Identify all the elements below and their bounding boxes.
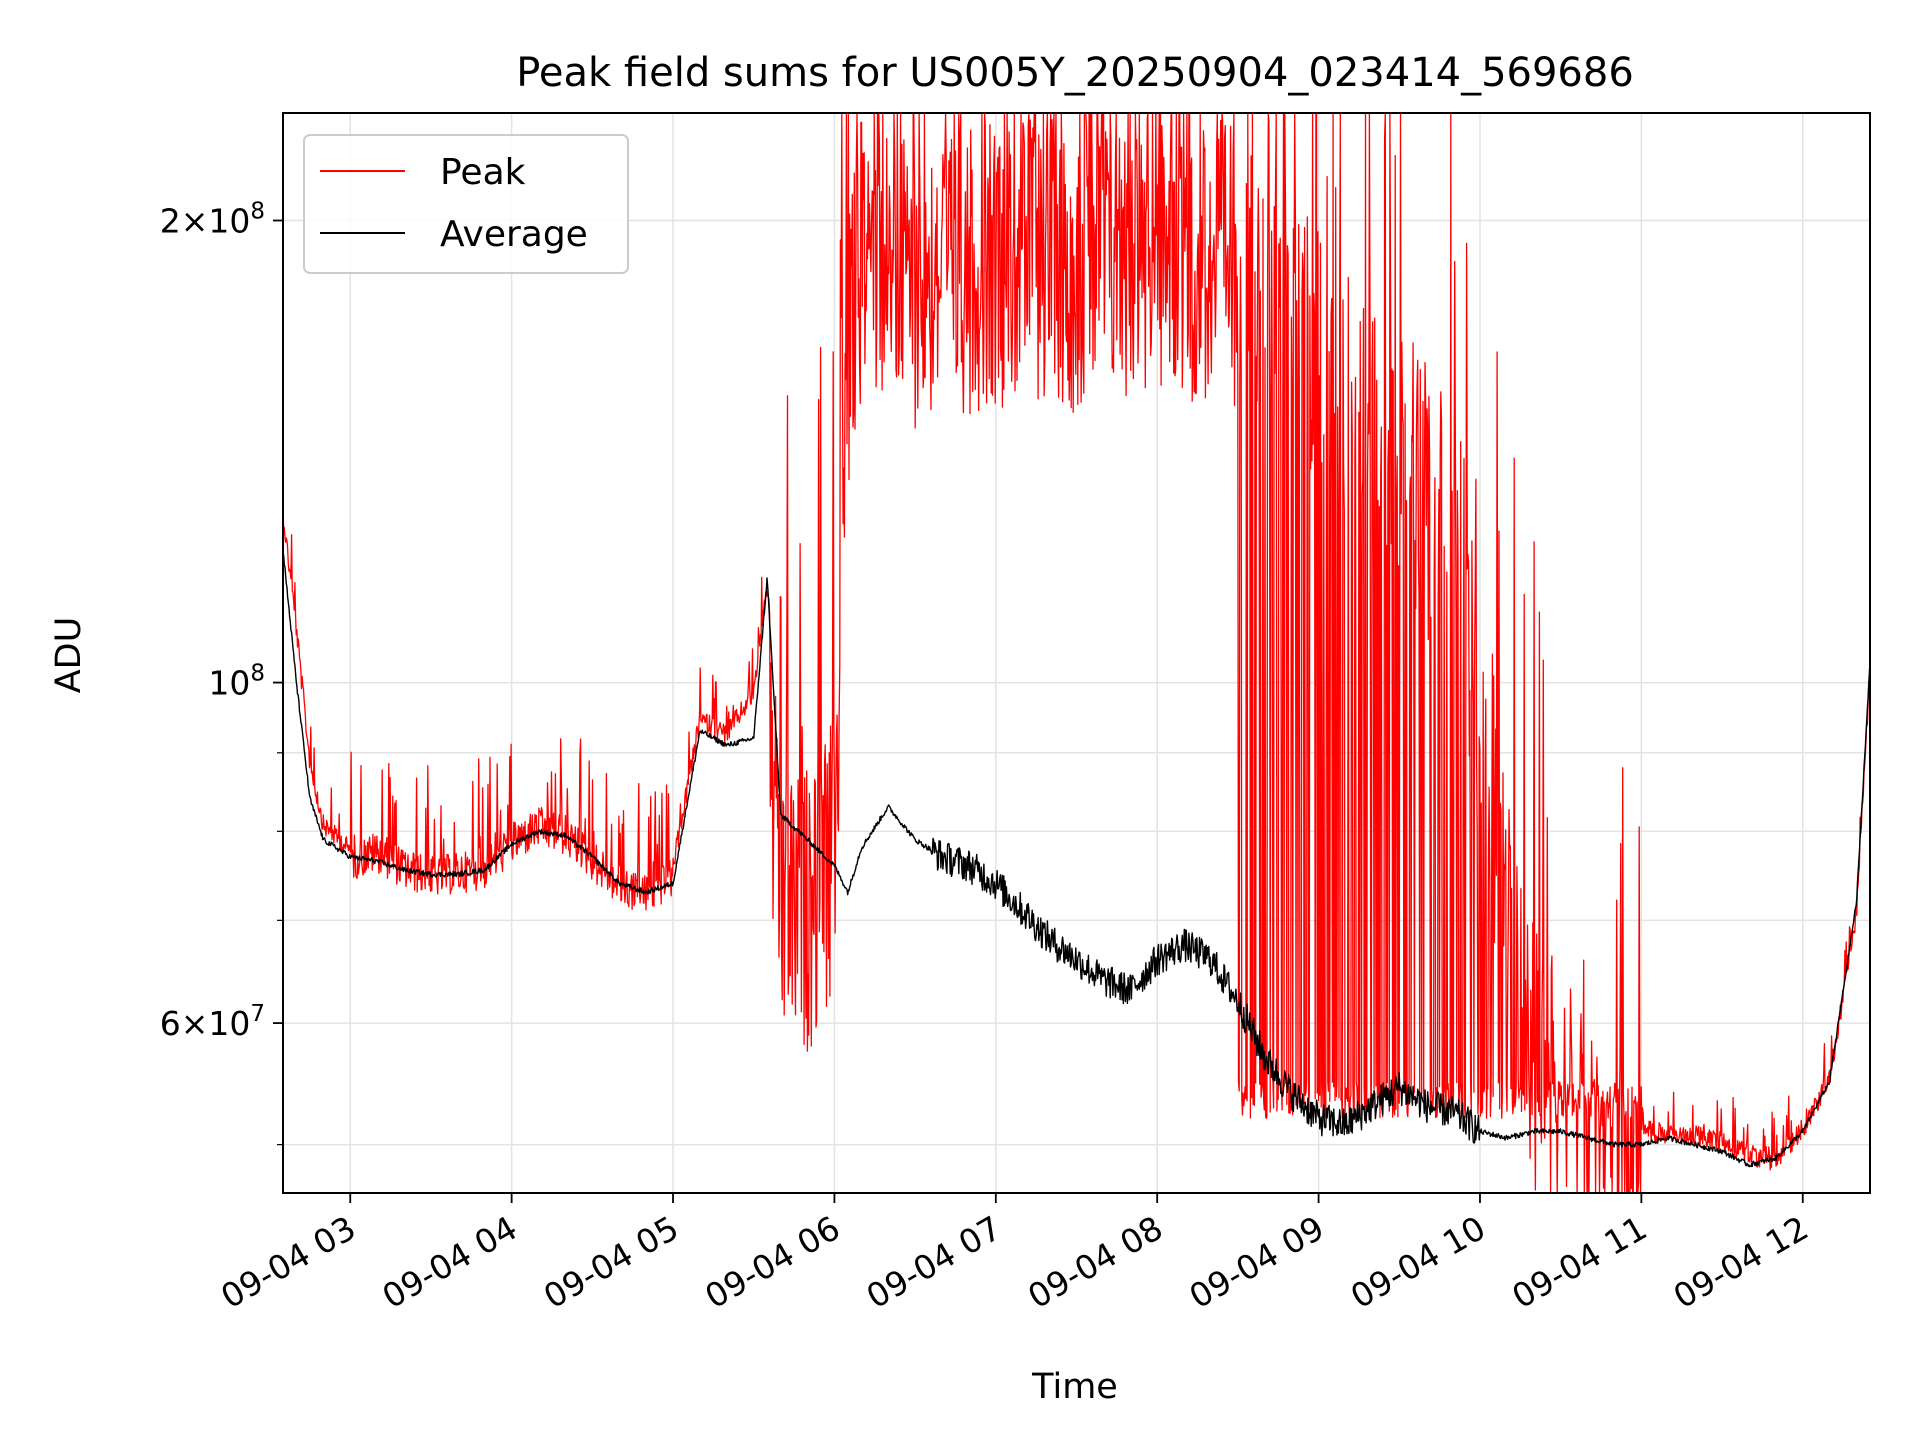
y-tick-base: 10 (208, 664, 250, 703)
y-tick-mantissa: 6 (160, 1004, 181, 1043)
legend-label-average: Average (440, 214, 588, 255)
series-line-average (282, 551, 1871, 1168)
legend-label-peak: Peak (440, 152, 526, 193)
y-axis-label: ADU (49, 617, 89, 694)
plot-area-frame (282, 112, 1871, 1194)
y-tick-label: 108 (208, 661, 265, 703)
y-tick-exponent: 8 (250, 661, 265, 687)
y-tick-label: 6×107 (160, 1001, 265, 1043)
y-tick-times: ×10 (181, 202, 251, 241)
y-tick-exponent: 7 (250, 1001, 265, 1027)
legend-box (303, 134, 629, 274)
chart-title: Peak field sums for US005Y_20250904_0234… (516, 50, 1634, 96)
y-tick-times: ×10 (181, 1004, 251, 1043)
y-tick-exponent: 8 (250, 199, 265, 225)
legend: Peak Average (303, 134, 629, 274)
y-tick-mantissa: 2 (160, 202, 181, 241)
x-axis-label: Time (1031, 1367, 1118, 1407)
y-tick-label: 2×108 (160, 199, 265, 241)
series-layer (282, 112, 1871, 1194)
